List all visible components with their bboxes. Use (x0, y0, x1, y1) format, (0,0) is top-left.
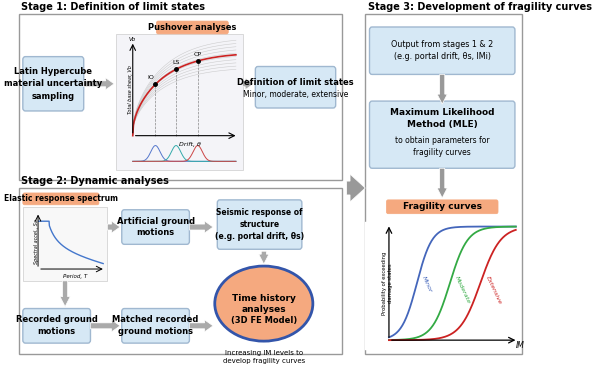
Text: Method (MLE): Method (MLE) (407, 120, 477, 129)
Polygon shape (243, 78, 253, 90)
Text: Minor, moderate, extensive: Minor, moderate, extensive (243, 90, 348, 99)
Text: Stage 2: Dynamic analyses: Stage 2: Dynamic analyses (21, 176, 169, 186)
FancyBboxPatch shape (122, 210, 189, 244)
Text: IO: IO (148, 75, 155, 80)
FancyBboxPatch shape (370, 101, 515, 168)
Bar (19, 188, 342, 354)
Polygon shape (437, 168, 447, 198)
Text: Probability of exceeding
damage states: Probability of exceeding damage states (382, 251, 393, 315)
Text: Increasing IM levels to
develop fragility curves: Increasing IM levels to develop fragilit… (223, 350, 305, 364)
Text: Seismic response of
structure
(e.g. portal drift, θs): Seismic response of structure (e.g. port… (215, 208, 304, 241)
Polygon shape (347, 174, 365, 202)
Text: Period, T: Period, T (63, 274, 87, 280)
Text: Stage 1: Definition of limit states: Stage 1: Definition of limit states (21, 2, 205, 12)
FancyBboxPatch shape (387, 200, 498, 214)
Bar (365, 222, 520, 350)
Text: Total base shear, Vb: Total base shear, Vb (128, 65, 132, 114)
Bar (19, 14, 342, 180)
Text: Pushover analyses: Pushover analyses (148, 23, 237, 32)
FancyBboxPatch shape (217, 200, 302, 249)
Text: Stage 3: Development of fragility curves: Stage 3: Development of fragility curves (368, 2, 592, 12)
Bar (23, 207, 107, 281)
Polygon shape (437, 74, 447, 104)
Text: Time history: Time history (232, 294, 296, 303)
Polygon shape (60, 281, 70, 307)
Polygon shape (107, 221, 120, 233)
Text: (3D FE Model): (3D FE Model) (231, 316, 297, 325)
Text: to obtain parameters for: to obtain parameters for (395, 136, 489, 145)
Ellipse shape (215, 266, 313, 341)
Text: Drift, θ: Drift, θ (178, 142, 200, 147)
Text: Output from stages 1 & 2
(e.g. portal drift, θs, IMi): Output from stages 1 & 2 (e.g. portal dr… (391, 40, 493, 61)
Text: Artificial ground
motions: Artificial ground motions (117, 217, 195, 238)
Text: Fragility curves: Fragility curves (403, 202, 482, 211)
Text: IM: IM (515, 341, 525, 350)
FancyBboxPatch shape (157, 21, 228, 34)
Text: analyses: analyses (241, 305, 286, 314)
Polygon shape (83, 78, 114, 90)
Text: Matched recorded
ground motions: Matched recorded ground motions (113, 315, 199, 336)
FancyBboxPatch shape (122, 308, 189, 343)
Text: Elastic response spectrum: Elastic response spectrum (4, 195, 118, 203)
Text: Vb: Vb (128, 37, 136, 42)
Text: Minor: Minor (421, 275, 433, 293)
Bar (116, 34, 243, 170)
FancyBboxPatch shape (370, 27, 515, 74)
FancyBboxPatch shape (23, 57, 83, 111)
Text: Latin Hypercube
material uncertainty
sampling: Latin Hypercube material uncertainty sam… (4, 67, 102, 101)
FancyBboxPatch shape (23, 308, 91, 343)
FancyBboxPatch shape (23, 193, 99, 205)
Polygon shape (189, 320, 213, 332)
Polygon shape (91, 320, 120, 332)
Text: Definition of limit states: Definition of limit states (237, 78, 354, 87)
Text: Moderate: Moderate (454, 275, 471, 305)
Text: Recorded ground
motions: Recorded ground motions (16, 315, 97, 336)
FancyBboxPatch shape (255, 66, 336, 108)
Text: Maximum Likelihood: Maximum Likelihood (390, 108, 494, 118)
Bar (365, 14, 522, 354)
Text: LS: LS (172, 60, 180, 65)
Text: CP: CP (194, 52, 201, 57)
Text: Extensive: Extensive (485, 276, 502, 306)
Polygon shape (259, 251, 269, 264)
Polygon shape (189, 221, 213, 233)
Text: Spectral accel., Sa: Spectral accel., Sa (34, 219, 39, 264)
Text: fragility curves: fragility curves (413, 148, 471, 157)
